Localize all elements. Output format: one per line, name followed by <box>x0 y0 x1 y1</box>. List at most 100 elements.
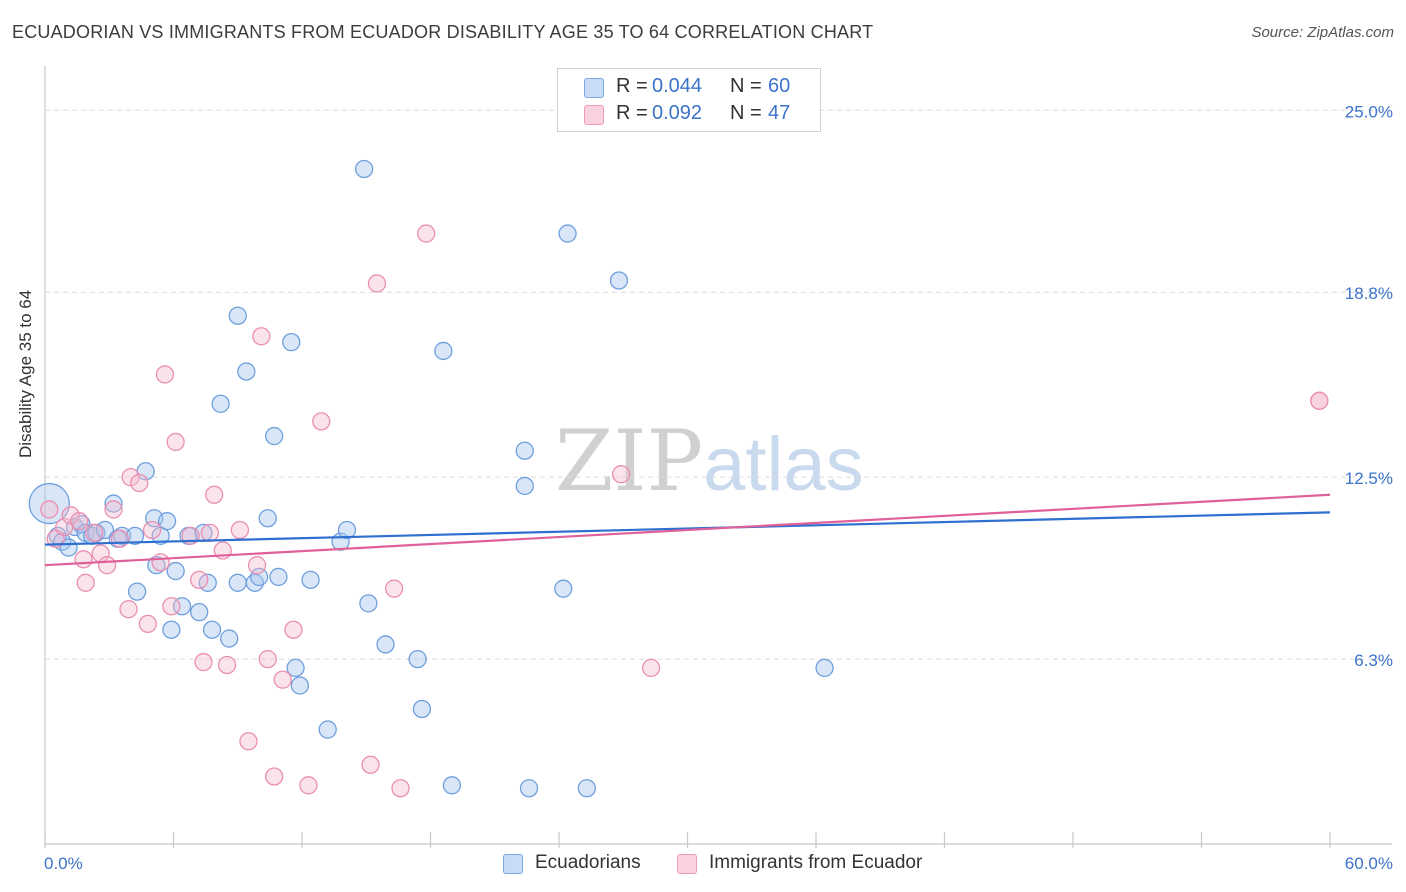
point-ecuadorian <box>157 512 177 531</box>
y-tick-label: 25.0% <box>1345 102 1393 121</box>
point-immigrant <box>284 620 303 639</box>
point-immigrant <box>200 523 220 543</box>
series-legend: Ecuadorians Immigrants from Ecuador <box>0 852 1406 878</box>
legend-label: Ecuadorians <box>535 852 641 873</box>
point-immigrant <box>384 579 404 598</box>
point-immigrant <box>367 274 387 293</box>
point-ecuadorian <box>515 441 534 460</box>
point-ecuadorian <box>28 482 70 525</box>
point-ecuadorian <box>172 597 192 616</box>
point-immigrant <box>205 485 224 504</box>
legend-swatch-blue <box>503 854 523 874</box>
r-value: 0.092 <box>652 102 703 124</box>
point-ecuadorian <box>337 520 357 540</box>
point-ecuadorian <box>286 658 305 678</box>
point-ecuadorian <box>290 676 310 695</box>
point-ecuadorian <box>442 776 462 795</box>
point-ecuadorian <box>112 526 132 545</box>
point-immigrant <box>417 224 436 243</box>
point-immigrant <box>142 520 162 540</box>
point-immigrant <box>247 556 267 575</box>
point-ecuadorian <box>282 332 301 352</box>
point-ecuadorian <box>166 561 185 581</box>
point-ecuadorian <box>359 594 378 613</box>
point-immigrant <box>130 473 149 493</box>
y-axis-label: Disability Age 35 to 64 <box>16 289 35 458</box>
point-ecuadorian <box>190 602 209 622</box>
n-label: N = <box>730 102 762 124</box>
point-ecuadorian <box>269 567 288 587</box>
point-ecuadorian <box>258 509 277 528</box>
point-immigrant <box>97 556 117 575</box>
point-immigrant <box>74 550 93 569</box>
point-immigrant <box>312 412 331 431</box>
point-immigrant <box>391 779 410 798</box>
point-ecuadorian <box>250 567 269 587</box>
point-immigrant <box>273 670 292 689</box>
point-immigrant <box>258 649 277 669</box>
point-ecuadorian <box>434 341 453 361</box>
point-immigrant <box>119 600 138 619</box>
point-immigrant <box>611 465 631 484</box>
point-immigrant <box>361 755 380 774</box>
point-ecuadorian <box>265 426 284 446</box>
legend-label: Immigrants from Ecuador <box>709 852 923 873</box>
point-ecuadorian <box>127 582 147 601</box>
legend-swatch-blue <box>584 78 604 98</box>
x-tick-label: 60.0% <box>1345 854 1393 873</box>
point-ecuadorian <box>515 476 534 496</box>
point-immigrant <box>76 573 95 592</box>
point-ecuadorian <box>815 658 834 678</box>
n-value: 60 <box>768 75 791 97</box>
watermark-zip: ZIP <box>555 412 704 510</box>
point-immigrant <box>190 570 209 590</box>
point-ecuadorian <box>162 620 181 639</box>
point-immigrant <box>194 652 213 672</box>
point-immigrant <box>40 500 59 519</box>
point-ecuadorian <box>125 526 145 545</box>
point-ecuadorian <box>202 620 222 639</box>
point-ecuadorian <box>376 635 395 654</box>
watermark: ZIPatlas <box>555 412 864 510</box>
n-value: 47 <box>768 102 791 124</box>
point-immigrant <box>151 553 170 572</box>
point-ecuadorian <box>558 224 577 243</box>
point-immigrant <box>166 432 185 452</box>
x-tick-label: 0.0% <box>44 854 83 873</box>
point-ecuadorian <box>519 779 539 798</box>
point-immigrant <box>641 658 661 678</box>
n-label: N = <box>730 75 762 97</box>
legend-swatch-pink <box>677 854 697 874</box>
point-immigrant <box>299 776 318 795</box>
point-ecuadorian <box>412 699 432 719</box>
watermark-atlas: atlas <box>703 422 864 507</box>
y-tick-label: 12.5% <box>1345 469 1393 488</box>
trend-line-ecuadorians <box>44 511 1331 546</box>
point-ecuadorian <box>301 570 320 590</box>
point-immigrant <box>138 614 157 634</box>
point-ecuadorian <box>220 629 239 648</box>
point-ecuadorian <box>95 520 115 540</box>
point-immigrant <box>252 327 271 346</box>
point-ecuadorian <box>354 159 374 179</box>
point-ecuadorian <box>609 271 629 290</box>
trend-line-immigrants <box>44 493 1331 567</box>
point-immigrant <box>155 365 175 384</box>
point-ecuadorian <box>554 579 573 598</box>
stats-legend: R = 0.044 N = 60 R = 0.092 N = 47 <box>557 68 821 132</box>
point-immigrant <box>217 655 237 675</box>
y-tick-label: 18.8% <box>1345 284 1393 303</box>
point-ecuadorian <box>228 573 247 592</box>
chart-title: ECUADORIAN VS IMMIGRANTS FROM ECUADOR DI… <box>12 22 874 42</box>
point-ecuadorian <box>228 306 247 325</box>
point-immigrant <box>230 520 250 540</box>
r-label: R = <box>616 75 648 97</box>
point-ecuadorian <box>237 362 256 381</box>
point-immigrant <box>239 732 258 751</box>
point-ecuadorian <box>211 394 230 413</box>
point-ecuadorian <box>408 649 427 669</box>
point-immigrant <box>85 523 104 543</box>
point-ecuadorian <box>318 720 337 739</box>
source-label: Source: ZipAtlas.com <box>1251 24 1394 41</box>
